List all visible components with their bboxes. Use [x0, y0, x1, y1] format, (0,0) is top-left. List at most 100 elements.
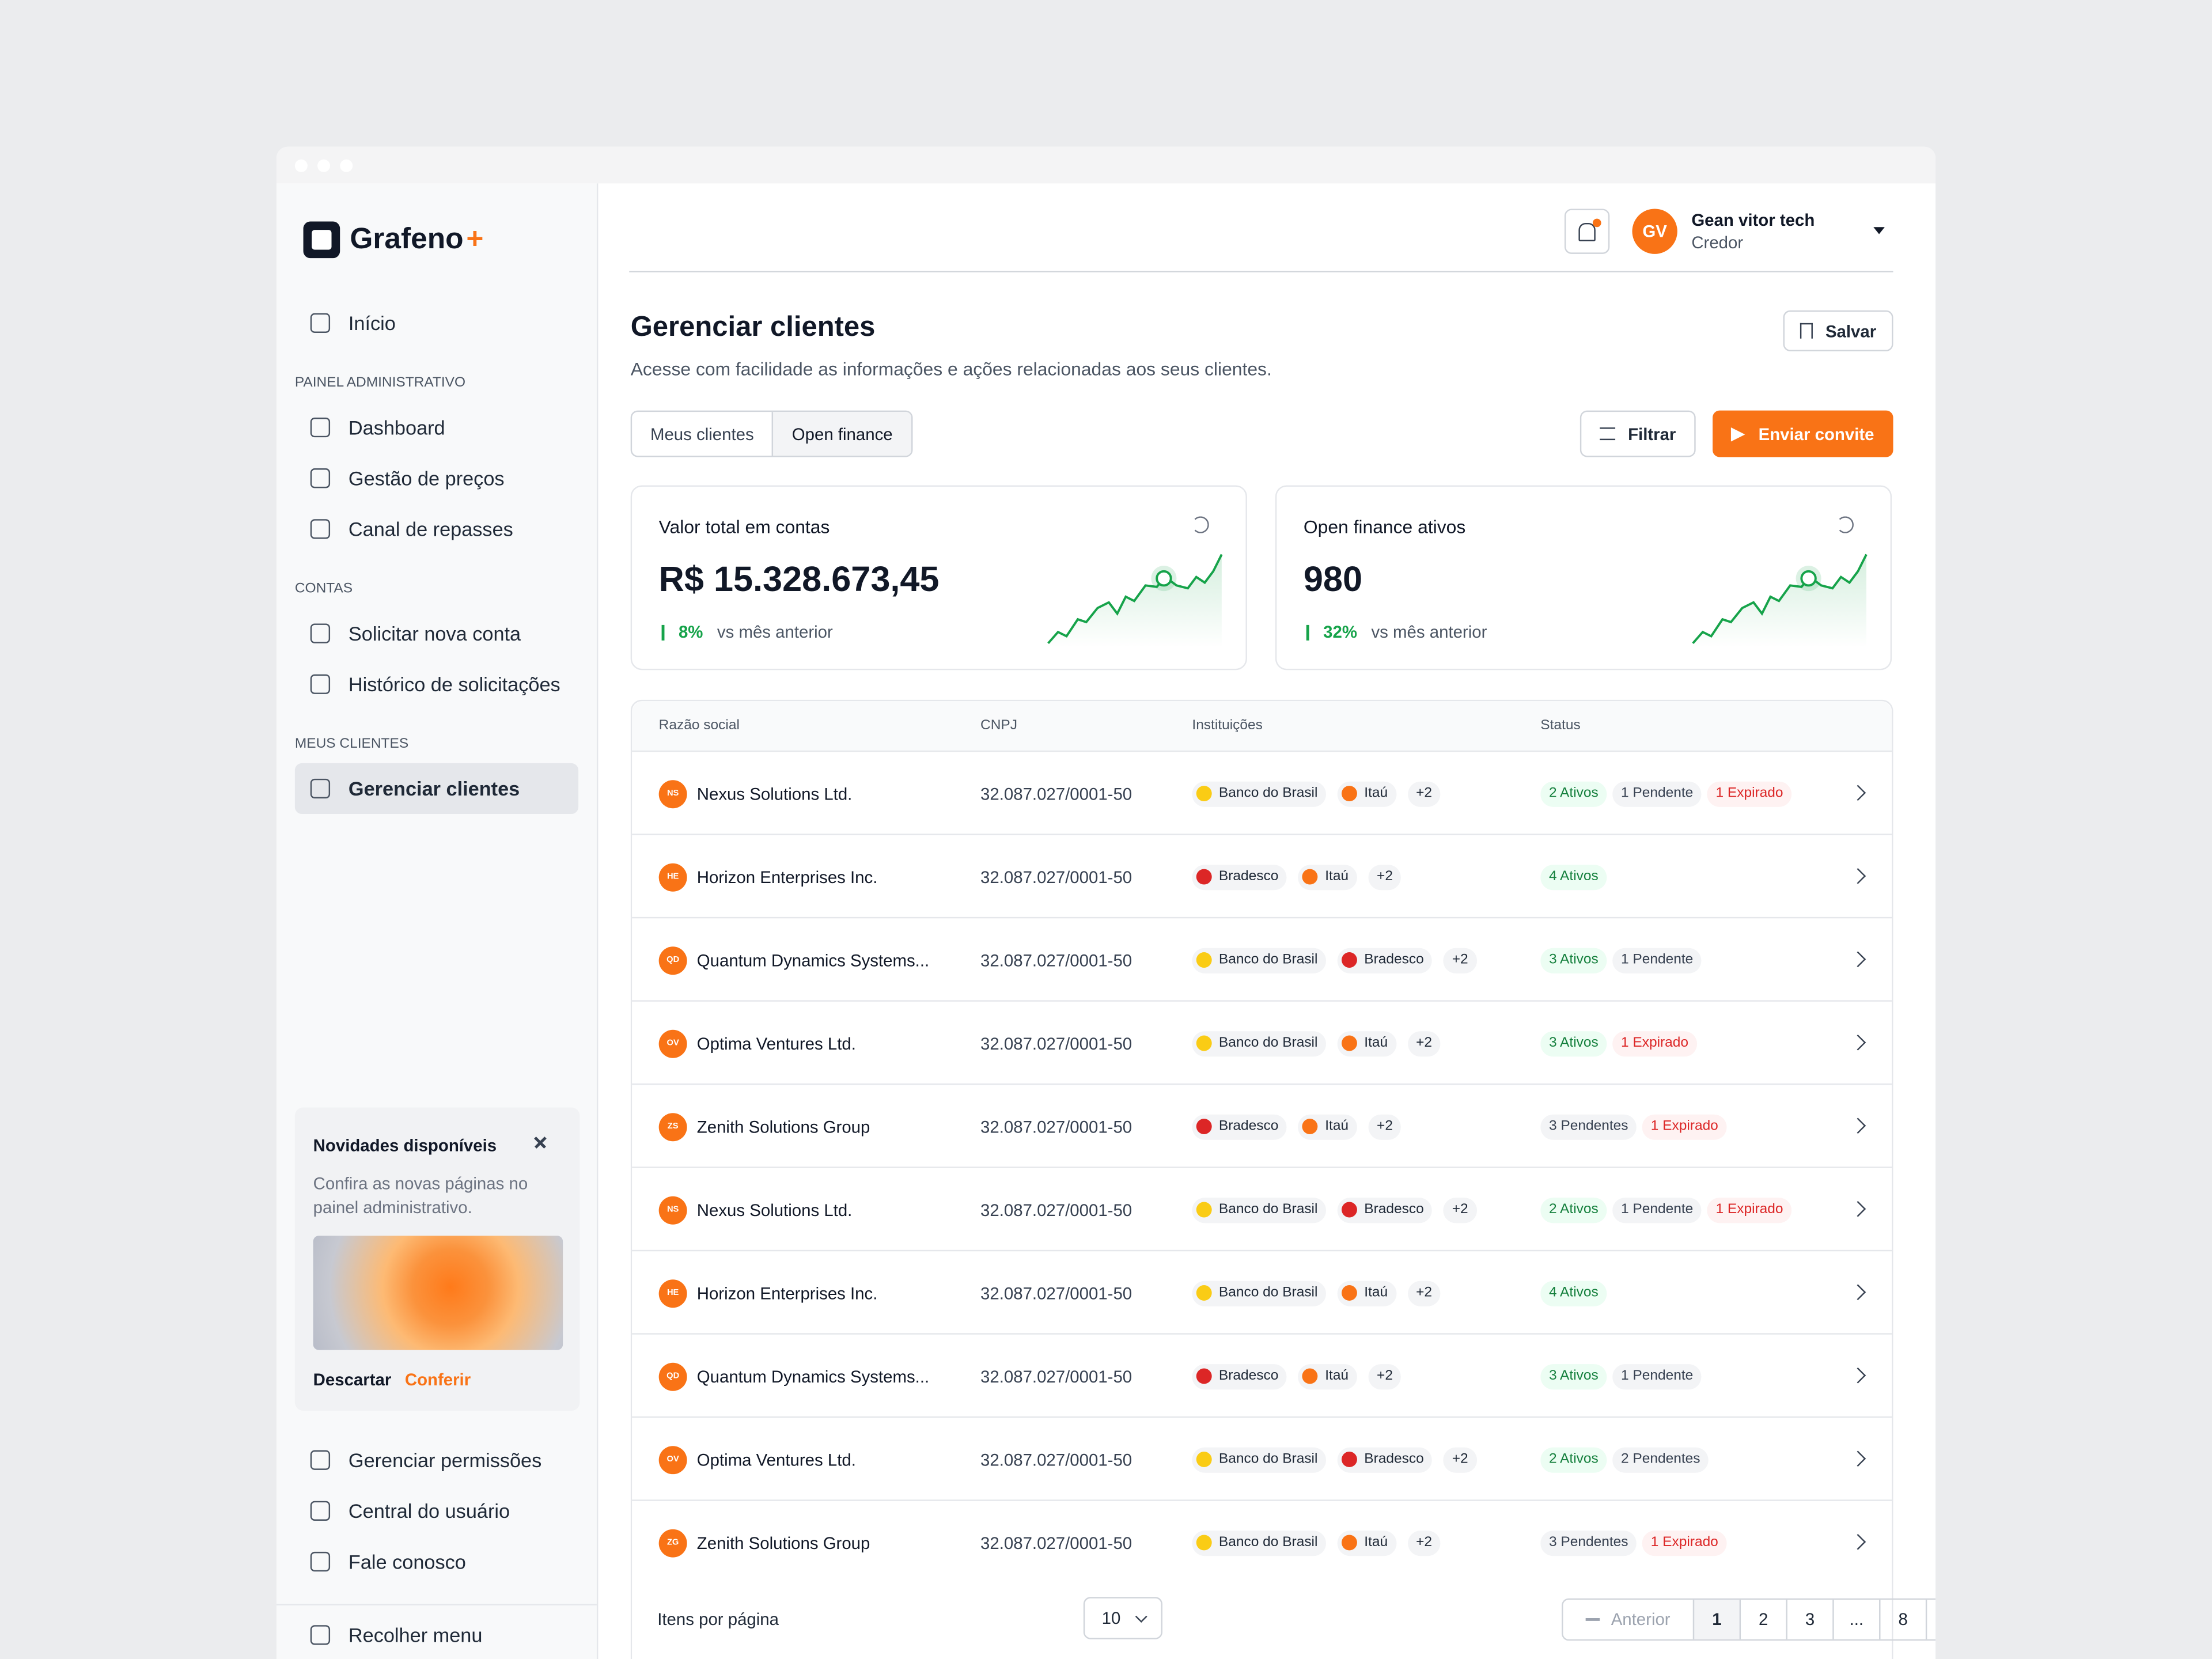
tab[interactable]: Meus clientes	[650, 423, 754, 444]
clients-table: Razão social CNPJ Instituições Status NS Nexu…	[630, 699, 1893, 1659]
table-row[interactable]: ZS Zenith Solutions Group 32.087.027/0001-…	[632, 1083, 1892, 1168]
table-row[interactable]: QD Quantum Dynamics Systems... 32.087.027/…	[632, 916, 1892, 1002]
nav-item[interactable]: Canal de repasses	[295, 503, 578, 554]
name-cell: HE Horizon Enterprises Inc.	[658, 835, 877, 918]
page-button[interactable]: 8	[1879, 1600, 1926, 1639]
stat-card: Open finance ativos 980 32% vs mês anterior	[1275, 485, 1892, 671]
table-row[interactable]: HE Horizon Enterprises Inc. 32.087.027/000…	[632, 1249, 1892, 1335]
nav-item[interactable]: Gerenciar permissões	[295, 1435, 578, 1486]
institution-logo	[1196, 1535, 1212, 1551]
institution-more: +2	[1368, 1113, 1402, 1139]
institution-more: +2	[1407, 1030, 1441, 1056]
institutions-cell: Banco do Brasil Itaú +2	[1192, 1002, 1452, 1085]
refresh-icon[interactable]	[1192, 516, 1209, 533]
institution-name: Banco do Brasil	[1218, 1285, 1318, 1301]
filter-button[interactable]: Filtrar	[1580, 410, 1696, 457]
nav-item[interactable]: Histórico de solicitações	[295, 659, 578, 710]
prev-button[interactable]: Anterior	[1563, 1600, 1692, 1639]
table-row[interactable]: ZG Zenith Solutions Group 32.087.027/0001-…	[632, 1499, 1892, 1584]
name-cell: QD Quantum Dynamics Systems...	[658, 1335, 929, 1418]
institution-more: +2	[1407, 1280, 1441, 1306]
save-button[interactable]: Salvar	[1783, 310, 1893, 351]
column-header: Razão social	[658, 718, 740, 734]
nav-item[interactable]: Central do usuário	[295, 1486, 578, 1536]
institution-chip: Itaú	[1337, 1030, 1396, 1056]
institution-logo	[1196, 1368, 1212, 1384]
page-button[interactable]: 2	[1739, 1600, 1786, 1639]
notification-button[interactable]	[1564, 209, 1610, 254]
tab[interactable]: Open finance	[772, 412, 911, 456]
institution-name: Banco do Brasil	[1218, 1535, 1318, 1551]
nav-item[interactable]: Recolher menu	[295, 1609, 578, 1659]
logo: Grafeno +	[303, 221, 483, 259]
institution-more: +2	[1444, 1196, 1477, 1223]
table-row[interactable]: QD Quantum Dynamics Systems... 32.087.027/…	[632, 1333, 1892, 1418]
stat-change: 8% vs mês anterior	[661, 622, 833, 642]
table-row[interactable]: NS Nexus Solutions Ltd. 32.087.027/0001-50…	[632, 1166, 1892, 1251]
nav-item[interactable]: Fale conosco	[295, 1536, 578, 1587]
status-cell: 2 Ativos 1 Pendente 1 Expirado	[1540, 752, 1797, 835]
stat-compare: vs mês anterior	[717, 622, 833, 642]
institutions-cell: Banco do Brasil Itaú +2	[1192, 1501, 1452, 1584]
cnpj-cell: 32.087.027/0001-50	[980, 1085, 1132, 1168]
institution-chip: Itaú	[1298, 1363, 1357, 1389]
per-page-select[interactable]: 10	[1083, 1597, 1162, 1639]
notice-close[interactable]	[531, 1133, 550, 1153]
table-row[interactable]: OV Optima Ventures Ltd. 32.087.027/0001-50…	[632, 1000, 1892, 1085]
institution-chip: Bradesco	[1337, 947, 1433, 973]
institution-chip: Bradesco	[1192, 1113, 1287, 1139]
table-header	[632, 701, 1892, 751]
table-row[interactable]: NS Nexus Solutions Ltd. 32.087.027/0001-50…	[632, 750, 1892, 835]
nav-item[interactable]: Gerenciar clientes	[294, 763, 579, 815]
institution-chip: Banco do Brasil	[1192, 1446, 1327, 1472]
nav-icon	[310, 1551, 331, 1572]
sparkline-line	[1692, 554, 1868, 645]
institution-chip: Itaú	[1298, 864, 1357, 890]
logo-icon-inner	[312, 230, 332, 250]
nav-label: Fale conosco	[348, 1550, 466, 1573]
user-name: Gean vitor tech	[1691, 210, 1815, 230]
table-row[interactable]: OV Optima Ventures Ltd. 32.087.027/0001-50…	[632, 1416, 1892, 1501]
nav-label: Central do usuário	[348, 1499, 510, 1522]
institution-more: +2	[1444, 1446, 1477, 1472]
client-name: Zenith Solutions Group	[696, 1116, 870, 1137]
notice-dismiss[interactable]: Descartar	[313, 1369, 392, 1390]
main: GV Gean vitor tech Credor Gerenciar cliente…	[598, 183, 1936, 1659]
notice-check[interactable]: Conferir	[404, 1369, 471, 1390]
institution-name: Bradesco	[1218, 1119, 1279, 1134]
institution-name: Bradesco	[1218, 1368, 1279, 1384]
nav-label: Início	[348, 312, 396, 335]
institution-logo	[1342, 1285, 1358, 1301]
status-pill: 4 Ativos	[1540, 1280, 1607, 1306]
row-chevron	[1850, 1450, 1866, 1467]
invite-button[interactable]: Enviar convite	[1713, 410, 1893, 457]
nav-icon	[310, 313, 331, 333]
status-pill: 2 Ativos	[1540, 781, 1607, 806]
cnpj: 32.087.027/0001-50	[980, 1033, 1132, 1054]
badge	[1592, 218, 1601, 227]
institution-logo	[1196, 869, 1212, 885]
page-button[interactable]: ...	[1832, 1600, 1879, 1639]
page-button[interactable]: 3	[1786, 1600, 1832, 1639]
institution-name: Banco do Brasil	[1218, 952, 1318, 968]
nav-item[interactable]: Início	[295, 298, 578, 349]
page-button[interactable]: 9	[1925, 1600, 1936, 1639]
table-row[interactable]: HE Horizon Enterprises Inc. 32.087.027/000…	[632, 834, 1892, 918]
refresh-icon[interactable]	[1836, 516, 1854, 533]
status-pill: 2 Ativos	[1540, 1446, 1607, 1472]
nav-item[interactable]: Gestão de preços	[295, 453, 578, 503]
institution-more: +2	[1407, 1529, 1441, 1556]
name-cell: ZG Zenith Solutions Group	[658, 1501, 870, 1584]
institution-chip: Bradesco	[1337, 1196, 1433, 1223]
institutions-cell: Banco do Brasil Bradesco +2	[1192, 1168, 1488, 1251]
nav-item[interactable]: Solicitar nova conta	[295, 608, 578, 659]
page-button[interactable]: 1	[1692, 1600, 1740, 1639]
window-dot	[294, 159, 308, 172]
nav-item[interactable]: Dashboard	[295, 402, 578, 453]
institution-name: Banco do Brasil	[1218, 1202, 1318, 1218]
send-icon	[1732, 426, 1746, 441]
cnpj: 32.087.027/0001-50	[980, 1116, 1132, 1137]
user-menu-caret[interactable]	[1873, 227, 1885, 234]
client-name: Zenith Solutions Group	[696, 1532, 870, 1553]
